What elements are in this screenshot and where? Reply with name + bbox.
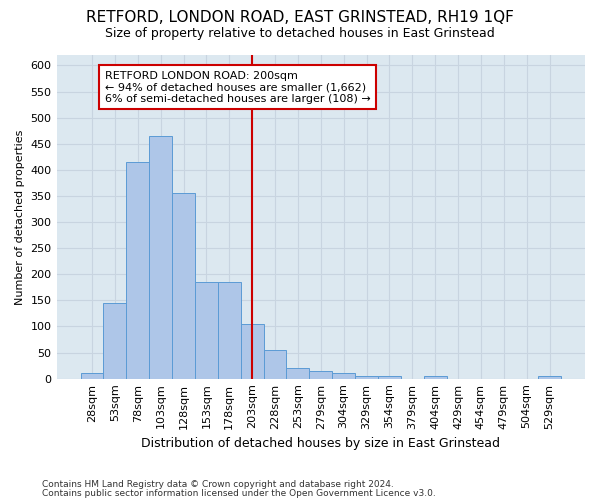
Text: RETFORD LONDON ROAD: 200sqm
← 94% of detached houses are smaller (1,662)
6% of s: RETFORD LONDON ROAD: 200sqm ← 94% of det… <box>104 70 370 104</box>
Bar <box>195 282 218 378</box>
Text: Contains HM Land Registry data © Crown copyright and database right 2024.: Contains HM Land Registry data © Crown c… <box>42 480 394 489</box>
Bar <box>103 303 127 378</box>
Y-axis label: Number of detached properties: Number of detached properties <box>15 129 25 304</box>
Bar <box>424 376 446 378</box>
Bar <box>149 136 172 378</box>
Bar <box>332 374 355 378</box>
Text: Size of property relative to detached houses in East Grinstead: Size of property relative to detached ho… <box>105 28 495 40</box>
Bar <box>286 368 310 378</box>
Bar <box>378 376 401 378</box>
X-axis label: Distribution of detached houses by size in East Grinstead: Distribution of detached houses by size … <box>141 437 500 450</box>
Bar <box>218 282 241 378</box>
Bar <box>172 194 195 378</box>
Text: Contains public sector information licensed under the Open Government Licence v3: Contains public sector information licen… <box>42 489 436 498</box>
Bar <box>263 350 286 378</box>
Bar <box>538 376 561 378</box>
Bar <box>80 374 103 378</box>
Bar <box>241 324 263 378</box>
Bar <box>355 376 378 378</box>
Text: RETFORD, LONDON ROAD, EAST GRINSTEAD, RH19 1QF: RETFORD, LONDON ROAD, EAST GRINSTEAD, RH… <box>86 10 514 25</box>
Bar <box>127 162 149 378</box>
Bar <box>310 371 332 378</box>
